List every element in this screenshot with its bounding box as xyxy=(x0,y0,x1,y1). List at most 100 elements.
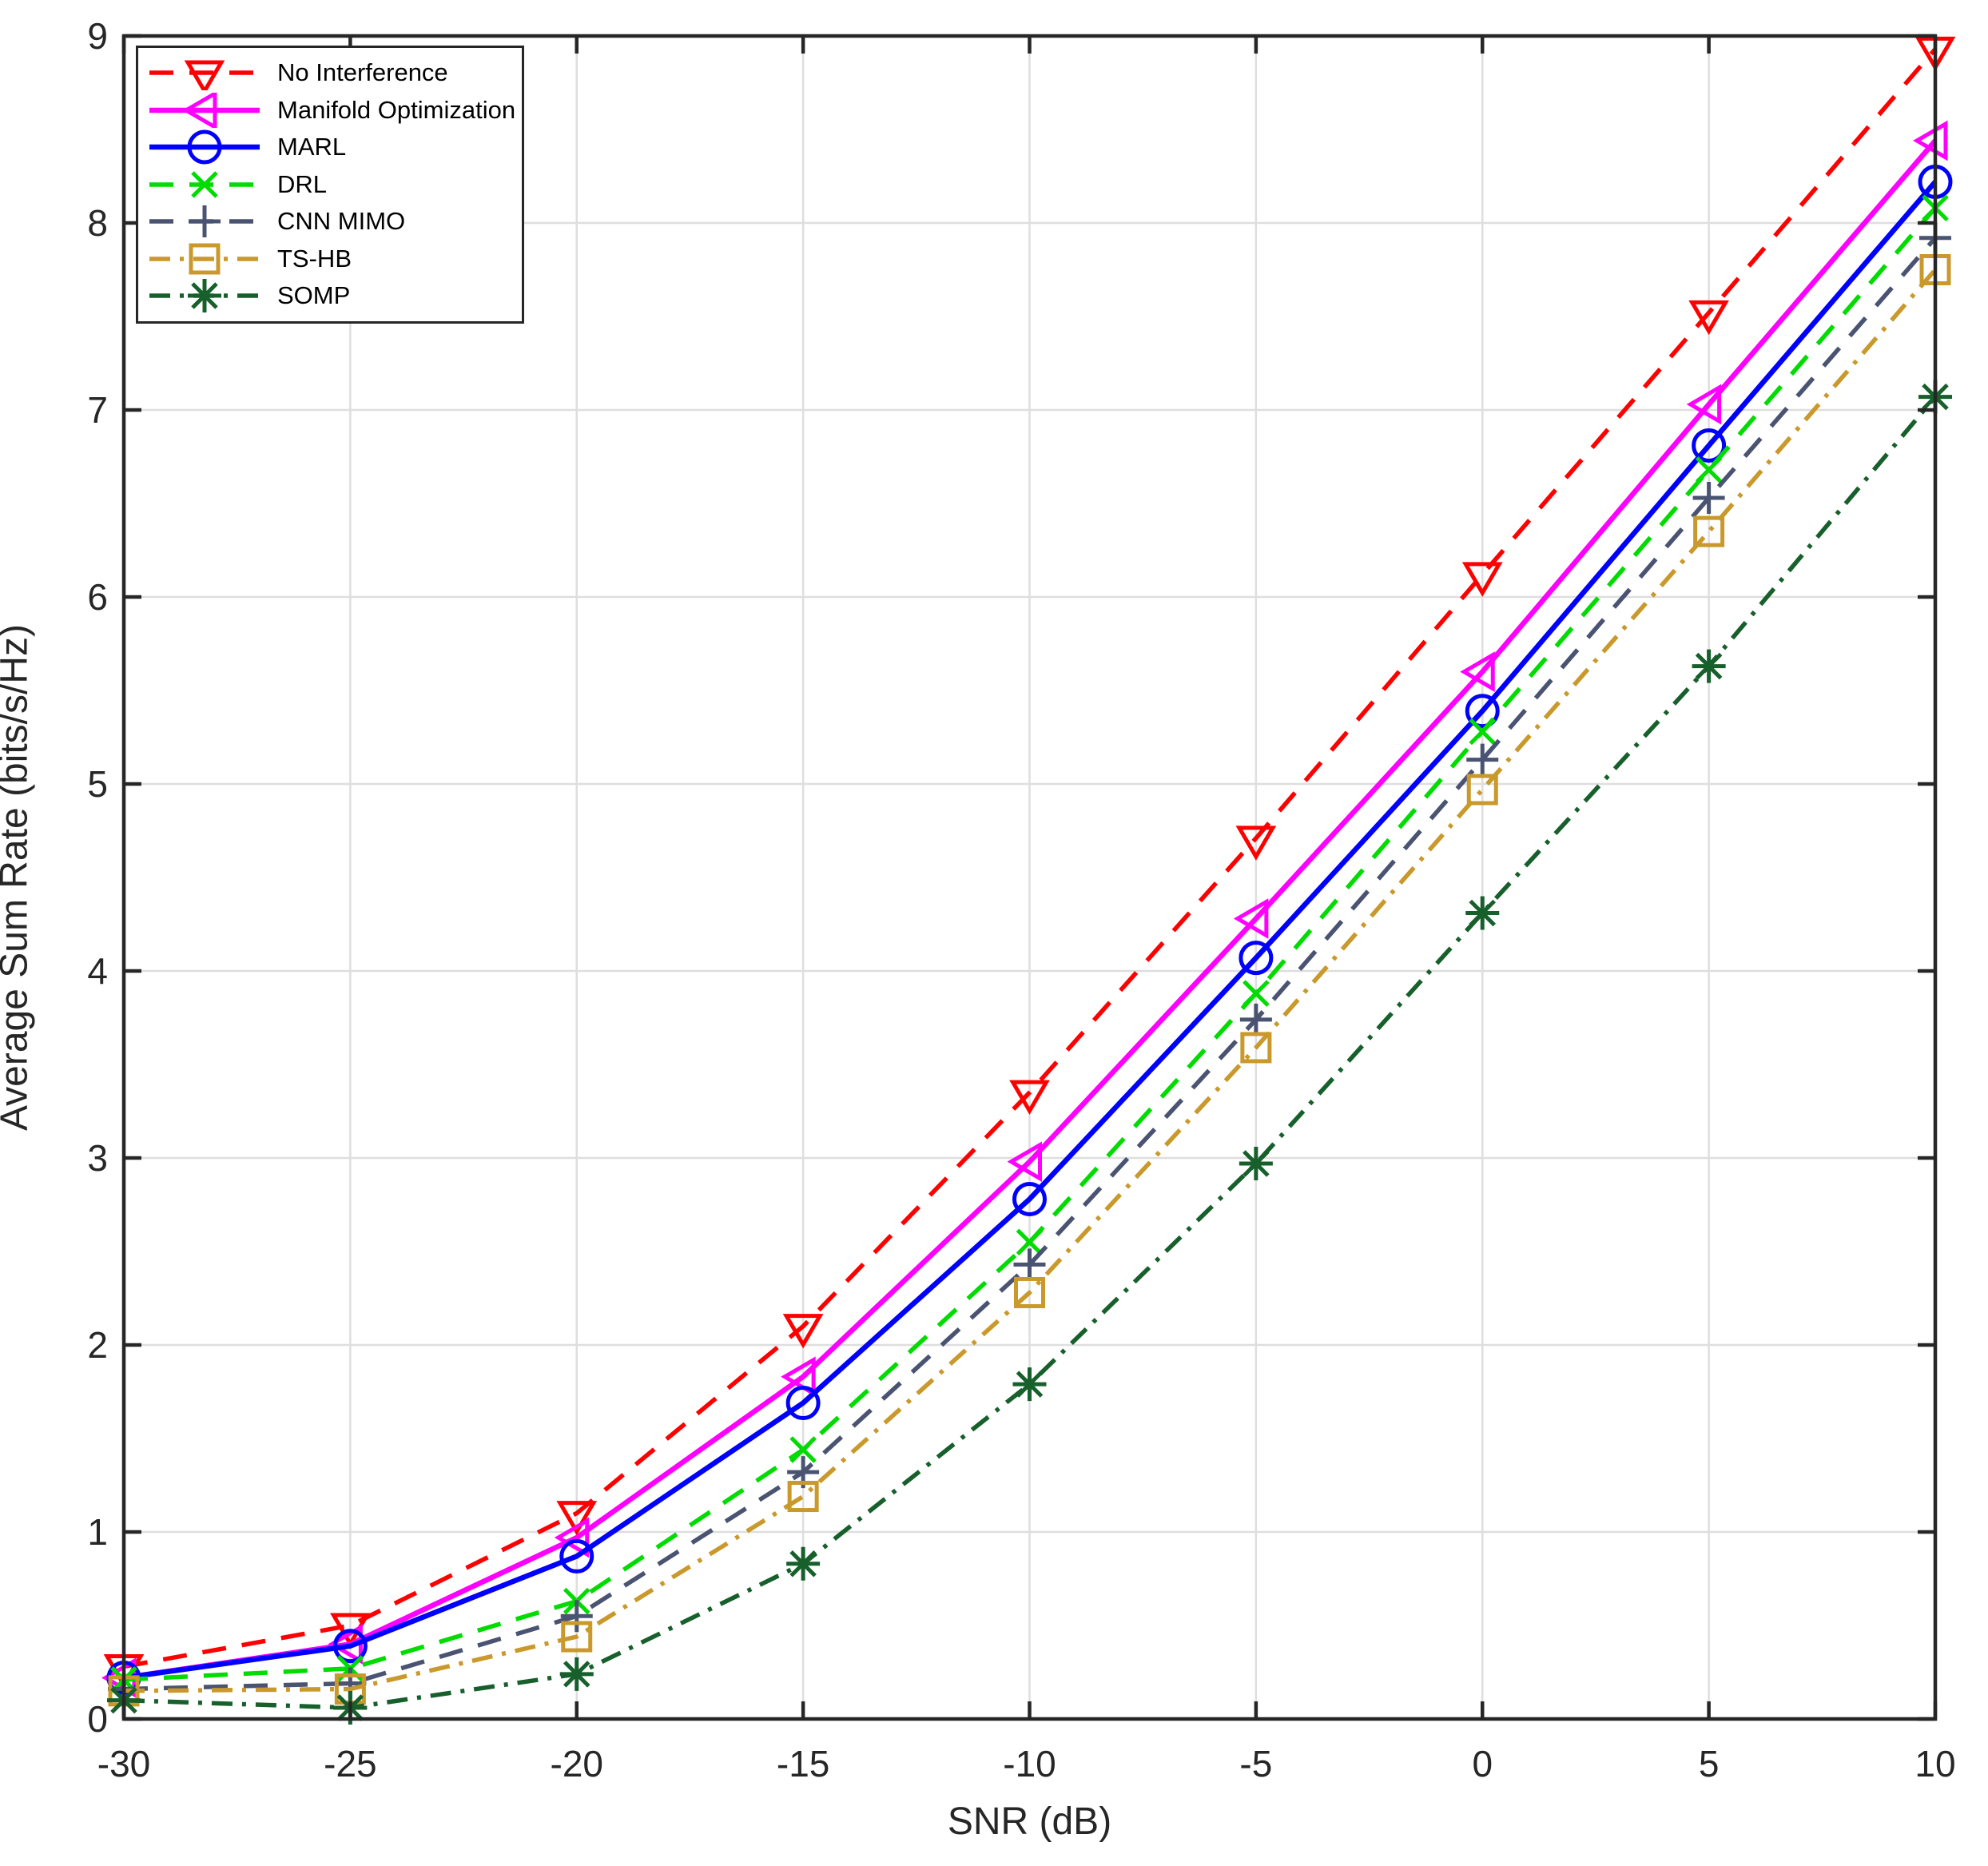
y-tick-label: 2 xyxy=(87,1324,108,1366)
y-tick-label: 8 xyxy=(87,202,108,244)
series-marker xyxy=(1466,743,1499,776)
axes: -30 -25 -20 -15 -10 -5 0 5 10 0 1 2 3 4 5 6 7 8 9 xyxy=(87,15,1955,1784)
x-axis-label: SNR (dB) xyxy=(947,1800,1112,1843)
series-marker xyxy=(787,1481,819,1513)
series-marker xyxy=(1913,120,1948,161)
series-marker xyxy=(554,1517,590,1558)
legend-sample xyxy=(149,60,260,91)
legend-label: DRL xyxy=(277,169,328,198)
series-marker xyxy=(781,1356,816,1398)
series-marker xyxy=(187,129,222,165)
series-marker xyxy=(556,1501,598,1536)
series-manifold-optimization xyxy=(101,120,1948,1698)
y-tick-label: 5 xyxy=(87,763,108,805)
y-axis-label: Average Sum Rate (bits/s/Hz) xyxy=(0,623,36,1132)
legend-sample xyxy=(149,170,260,198)
y-tick-label: 9 xyxy=(87,15,108,57)
legend-sample xyxy=(149,92,260,128)
series-marker xyxy=(1692,649,1726,683)
legend-item: SOMP xyxy=(138,277,522,315)
series-marker xyxy=(1235,826,1277,861)
y-tick-label: 0 xyxy=(87,1698,108,1740)
series-line xyxy=(123,47,1938,1669)
series-marker xyxy=(1692,481,1725,514)
legend-item: TS-HB xyxy=(138,241,522,278)
series-marker xyxy=(188,279,221,313)
series-marker xyxy=(1016,1228,1044,1256)
series-marker xyxy=(559,1538,594,1574)
series-marker xyxy=(1466,774,1498,806)
series-marker xyxy=(1686,384,1722,425)
x-tick-label: 0 xyxy=(1472,1743,1493,1784)
series-line xyxy=(123,138,1938,1681)
series-marker xyxy=(191,170,218,198)
series-group xyxy=(101,36,1956,1725)
series-marker xyxy=(184,60,225,91)
series-marker xyxy=(1239,1003,1272,1036)
y-tick-label: 7 xyxy=(87,389,108,431)
series-marker xyxy=(1688,300,1729,336)
legend-sample xyxy=(149,279,260,313)
legend-label: No Interference xyxy=(277,58,448,87)
x-tick-label: 5 xyxy=(1699,1743,1720,1784)
x-tick-label: -25 xyxy=(324,1743,376,1784)
series-marker xyxy=(1239,941,1274,976)
series-marker xyxy=(786,1546,821,1581)
series-marker xyxy=(1239,1147,1273,1181)
series-line xyxy=(123,180,1938,1681)
series-drl xyxy=(110,194,1949,1693)
series-marker xyxy=(785,1386,821,1421)
series-marker xyxy=(1460,651,1495,692)
series-marker xyxy=(189,243,221,275)
series-marker xyxy=(1009,1080,1050,1116)
y-tick-label: 4 xyxy=(87,950,108,992)
y-tick-label: 1 xyxy=(87,1511,108,1553)
legend-sample xyxy=(149,129,260,165)
legend-item: No Interference xyxy=(138,54,522,92)
series-marker xyxy=(1014,1276,1045,1308)
series-marker xyxy=(1233,898,1269,939)
legend-label: TS-HB xyxy=(277,244,352,273)
series-marker xyxy=(1692,428,1727,463)
x-tick-label: -20 xyxy=(551,1743,603,1784)
series-line xyxy=(123,268,1938,1693)
legend: No Interference Manifold Optimization MARL… xyxy=(136,46,524,324)
series-marker xyxy=(782,1314,824,1349)
series-marker xyxy=(1465,896,1500,930)
series-marker xyxy=(1012,1367,1047,1402)
series-marker xyxy=(561,1621,593,1653)
legend-sample xyxy=(149,205,260,238)
legend-label: MARL xyxy=(277,133,347,161)
series-marker xyxy=(1013,1248,1046,1281)
series-marker xyxy=(1695,456,1723,483)
legend-sample xyxy=(149,243,260,275)
series-marker xyxy=(1461,562,1503,597)
legend-label: SOMP xyxy=(277,281,351,310)
series-marker xyxy=(1693,515,1725,547)
series-marker xyxy=(789,1436,817,1463)
series-marker xyxy=(1469,718,1497,746)
series-marker xyxy=(1007,1141,1042,1183)
legend-label: Manifold Optimization xyxy=(277,95,516,124)
x-tick-label: -10 xyxy=(1003,1743,1056,1784)
series-marker xyxy=(182,92,217,128)
legend-item: MARL xyxy=(138,129,522,166)
legend-label: CNN MIMO xyxy=(277,207,406,236)
x-tick-label: 10 xyxy=(1914,1743,1955,1784)
y-tick-label: 6 xyxy=(87,576,108,618)
series-marker xyxy=(1012,1181,1047,1216)
x-tick-label: -30 xyxy=(97,1743,150,1784)
legend-item: Manifold Optimization xyxy=(138,92,522,129)
series-marker xyxy=(560,1600,593,1633)
legend-item: DRL xyxy=(138,166,522,204)
series-marker xyxy=(332,1629,368,1664)
series-marker xyxy=(189,205,221,238)
x-tick-label: -15 xyxy=(777,1743,829,1784)
series-marker xyxy=(1242,980,1270,1007)
legend-item: CNN MIMO xyxy=(138,203,522,241)
y-tick-label: 3 xyxy=(87,1137,108,1179)
series-marker xyxy=(559,1657,594,1691)
x-tick-label: -5 xyxy=(1239,1743,1272,1784)
